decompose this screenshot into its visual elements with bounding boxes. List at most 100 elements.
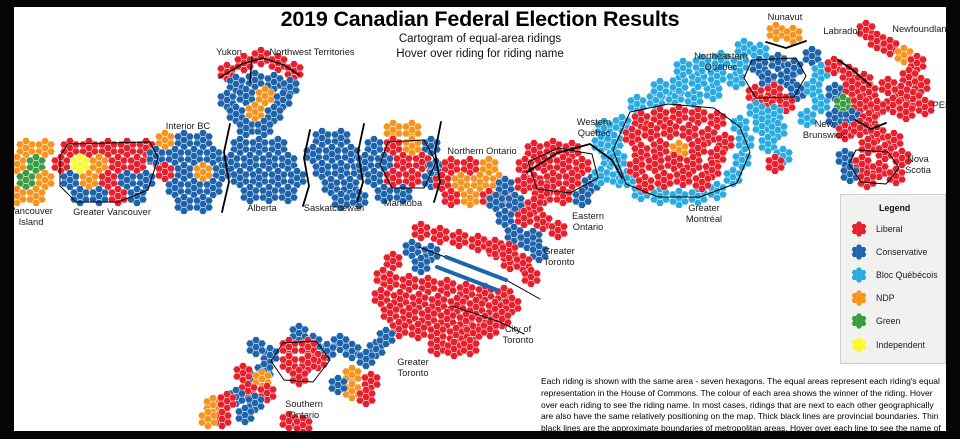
riding-hex[interactable] <box>860 223 867 229</box>
riding[interactable] <box>107 185 129 207</box>
riding-hex[interactable] <box>672 67 682 76</box>
riding[interactable] <box>248 135 270 157</box>
riding-hex[interactable] <box>497 194 507 203</box>
riding[interactable] <box>363 135 385 157</box>
riding-hex[interactable] <box>703 174 713 183</box>
riding[interactable] <box>192 161 214 183</box>
riding-hex[interactable] <box>279 170 289 179</box>
riding-hex[interactable] <box>429 277 439 286</box>
riding[interactable] <box>164 177 186 199</box>
riding[interactable] <box>370 286 392 308</box>
riding-hex[interactable] <box>851 228 858 234</box>
riding-hex[interactable] <box>683 97 693 106</box>
riding-hex[interactable] <box>232 154 242 163</box>
riding-hex[interactable] <box>857 145 867 154</box>
riding-hex[interactable] <box>851 293 858 299</box>
riding-hex[interactable] <box>630 191 640 200</box>
toronto-blue-streak-1-boundary-line[interactable] <box>444 255 508 282</box>
riding-hex[interactable] <box>757 143 767 152</box>
region-eastern-ontario[interactable] <box>485 173 569 273</box>
riding[interactable] <box>34 137 56 159</box>
riding-hex[interactable] <box>266 88 276 97</box>
riding-hex[interactable] <box>668 197 678 206</box>
riding-hex[interactable] <box>856 249 862 255</box>
riding-hex[interactable] <box>856 221 862 227</box>
riding-hex[interactable] <box>513 183 523 192</box>
riding[interactable] <box>192 193 214 215</box>
riding-hex[interactable] <box>498 250 508 259</box>
riding-hex[interactable] <box>311 169 321 178</box>
manitoba-ontario-boundary-line[interactable] <box>433 121 442 203</box>
riding-hex[interactable] <box>856 231 862 237</box>
riding-hex[interactable] <box>372 373 382 382</box>
riding-hex[interactable] <box>880 162 890 171</box>
riding-hex[interactable] <box>788 70 798 79</box>
riding-hex[interactable] <box>868 172 878 181</box>
riding-hex[interactable] <box>514 165 524 174</box>
riding[interactable] <box>494 175 516 197</box>
riding[interactable] <box>802 77 824 99</box>
saskatchewan-manitoba-boundary-line[interactable] <box>356 123 365 203</box>
riding-hex[interactable] <box>851 321 858 327</box>
riding[interactable] <box>436 276 458 298</box>
riding-hex[interactable] <box>353 343 363 352</box>
riding-hex[interactable] <box>467 313 477 322</box>
riding-hex[interactable] <box>145 155 155 164</box>
riding[interactable] <box>429 224 451 246</box>
riding[interactable] <box>245 336 267 358</box>
riding-hex[interactable] <box>535 142 545 151</box>
riding-hex[interactable] <box>279 55 289 64</box>
riding[interactable] <box>532 211 554 233</box>
riding[interactable] <box>440 155 462 177</box>
riding-hex[interactable] <box>195 180 205 189</box>
riding[interactable] <box>710 49 732 71</box>
riding-hex[interactable] <box>251 154 261 163</box>
riding[interactable] <box>401 119 423 141</box>
riding-hex[interactable] <box>878 126 888 135</box>
riding-hex[interactable] <box>856 290 862 296</box>
riding-hex[interactable] <box>401 248 411 257</box>
metro-winnipeg-boundary-line[interactable] <box>379 139 437 189</box>
riding-hex[interactable] <box>659 129 669 138</box>
riding-hex[interactable] <box>422 223 432 232</box>
riding-hex[interactable] <box>279 138 289 147</box>
riding[interactable] <box>229 167 251 189</box>
riding[interactable] <box>528 242 550 264</box>
riding[interactable] <box>253 117 275 139</box>
riding-hex[interactable] <box>874 151 884 160</box>
riding[interactable] <box>649 77 671 99</box>
riding-hex[interactable] <box>769 136 779 145</box>
riding-hex[interactable] <box>745 109 755 118</box>
riding-hex[interactable] <box>278 420 288 429</box>
riding-hex[interactable] <box>851 274 858 280</box>
riding[interactable] <box>354 151 376 173</box>
riding-hex[interactable] <box>300 369 310 378</box>
riding-hex[interactable] <box>392 193 402 202</box>
riding-hex[interactable] <box>926 99 936 108</box>
riding[interactable] <box>375 326 397 348</box>
riding[interactable] <box>851 313 867 329</box>
riding[interactable] <box>895 101 917 123</box>
riding-hex[interactable] <box>637 160 647 169</box>
riding-hex[interactable] <box>649 87 659 96</box>
riding[interactable] <box>329 332 351 354</box>
riding-hex[interactable] <box>918 55 928 64</box>
new-brunswick-nova-scotia-boundary-line[interactable] <box>854 119 887 130</box>
riding-hex[interactable] <box>554 172 564 181</box>
riding[interactable] <box>88 185 110 207</box>
riding-hex[interactable] <box>542 182 552 191</box>
riding[interactable] <box>183 145 205 167</box>
riding-hex[interactable] <box>860 269 867 275</box>
riding-hex[interactable] <box>559 222 569 231</box>
riding-hex[interactable] <box>375 138 385 147</box>
riding-hex[interactable] <box>373 193 383 202</box>
riding[interactable] <box>459 187 481 209</box>
riding-hex[interactable] <box>81 188 91 197</box>
riding-hex[interactable] <box>608 177 618 186</box>
riding[interactable] <box>832 93 854 115</box>
metro-halifax-boundary-line[interactable] <box>848 149 900 185</box>
riding[interactable] <box>97 169 119 191</box>
riding-hex[interactable] <box>192 203 202 212</box>
riding-hex[interactable] <box>699 108 709 117</box>
riding[interactable] <box>348 188 370 210</box>
